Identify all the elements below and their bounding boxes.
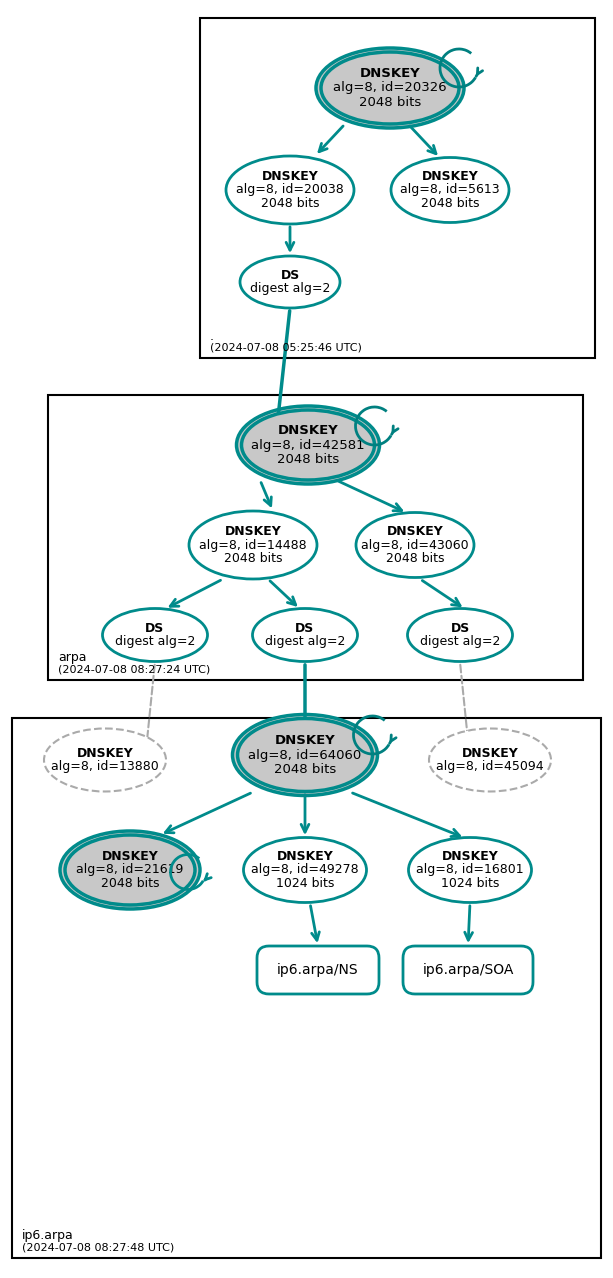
- Text: DS: DS: [145, 621, 165, 634]
- Text: 2048 bits: 2048 bits: [421, 197, 479, 211]
- Text: 2048 bits: 2048 bits: [274, 763, 336, 776]
- Ellipse shape: [232, 714, 378, 795]
- Text: DNSKEY: DNSKEY: [224, 524, 281, 538]
- Text: DNSKEY: DNSKEY: [278, 424, 338, 437]
- Text: DNSKEY: DNSKEY: [422, 170, 478, 183]
- Text: 2048 bits: 2048 bits: [101, 878, 159, 891]
- Text: 2048 bits: 2048 bits: [224, 552, 282, 565]
- FancyBboxPatch shape: [257, 946, 379, 994]
- Ellipse shape: [60, 831, 200, 909]
- Text: alg=8, id=16801: alg=8, id=16801: [416, 864, 524, 877]
- Bar: [12, 718, 601, 1258]
- Ellipse shape: [65, 835, 195, 905]
- Ellipse shape: [356, 512, 474, 578]
- Text: .: .: [210, 330, 214, 343]
- Ellipse shape: [240, 256, 340, 308]
- Text: 2048 bits: 2048 bits: [261, 197, 319, 211]
- Text: alg=8, id=43060: alg=8, id=43060: [361, 538, 469, 552]
- Text: DNSKEY: DNSKEY: [462, 746, 519, 759]
- Ellipse shape: [243, 837, 367, 902]
- Ellipse shape: [321, 52, 459, 124]
- Text: alg=8, id=21619: alg=8, id=21619: [76, 864, 184, 877]
- Text: DS: DS: [295, 621, 314, 634]
- Ellipse shape: [391, 157, 509, 222]
- Text: ip6.arpa: ip6.arpa: [22, 1229, 74, 1242]
- Ellipse shape: [253, 608, 357, 662]
- Text: 2048 bits: 2048 bits: [359, 96, 421, 109]
- Ellipse shape: [237, 718, 373, 791]
- Text: alg=8, id=64060: alg=8, id=64060: [248, 749, 362, 762]
- Bar: [200, 18, 595, 358]
- Text: 1024 bits: 1024 bits: [276, 878, 334, 891]
- Text: digest alg=2: digest alg=2: [420, 635, 500, 648]
- Text: 2048 bits: 2048 bits: [277, 454, 339, 466]
- Text: alg=8, id=5613: alg=8, id=5613: [400, 184, 500, 197]
- Ellipse shape: [242, 410, 375, 481]
- Text: DNSKEY: DNSKEY: [387, 524, 443, 538]
- Text: digest alg=2: digest alg=2: [115, 635, 195, 648]
- Text: (2024-07-08 05:25:46 UTC): (2024-07-08 05:25:46 UTC): [210, 343, 362, 353]
- Text: ip6.arpa/NS: ip6.arpa/NS: [277, 964, 359, 976]
- Text: DNSKEY: DNSKEY: [77, 746, 134, 759]
- Text: alg=8, id=20038: alg=8, id=20038: [236, 184, 344, 197]
- Text: digest alg=2: digest alg=2: [265, 635, 345, 648]
- Text: DNSKEY: DNSKEY: [360, 66, 421, 79]
- Ellipse shape: [44, 728, 166, 791]
- Text: DNSKEY: DNSKEY: [102, 850, 158, 863]
- Bar: [48, 395, 583, 680]
- Ellipse shape: [102, 608, 207, 662]
- Text: alg=8, id=13880: alg=8, id=13880: [51, 760, 159, 773]
- Ellipse shape: [189, 511, 317, 579]
- Text: alg=8, id=49278: alg=8, id=49278: [251, 864, 359, 877]
- Ellipse shape: [408, 837, 531, 902]
- Text: arpa: arpa: [58, 652, 86, 665]
- Text: DNSKEY: DNSKEY: [275, 734, 335, 746]
- Text: ip6.arpa/SOA: ip6.arpa/SOA: [422, 964, 514, 976]
- Text: (2024-07-08 08:27:48 UTC): (2024-07-08 08:27:48 UTC): [22, 1243, 174, 1252]
- Ellipse shape: [316, 49, 464, 128]
- Text: (2024-07-08 08:27:24 UTC): (2024-07-08 08:27:24 UTC): [58, 665, 210, 675]
- Ellipse shape: [408, 608, 512, 662]
- Text: 1024 bits: 1024 bits: [441, 878, 499, 891]
- Text: alg=8, id=14488: alg=8, id=14488: [199, 538, 307, 552]
- Text: DNSKEY: DNSKEY: [441, 850, 498, 863]
- FancyBboxPatch shape: [403, 946, 533, 994]
- Text: digest alg=2: digest alg=2: [250, 282, 330, 295]
- Ellipse shape: [226, 156, 354, 224]
- Text: DNSKEY: DNSKEY: [262, 170, 318, 183]
- Text: alg=8, id=45094: alg=8, id=45094: [436, 760, 544, 773]
- Text: alg=8, id=20326: alg=8, id=20326: [333, 82, 447, 95]
- Text: DS: DS: [451, 621, 470, 634]
- Text: DNSKEY: DNSKEY: [276, 850, 333, 863]
- Text: alg=8, id=42581: alg=8, id=42581: [251, 438, 365, 451]
- Text: 2048 bits: 2048 bits: [386, 552, 444, 565]
- Text: DS: DS: [280, 268, 300, 281]
- Ellipse shape: [237, 406, 379, 484]
- Ellipse shape: [429, 728, 551, 791]
